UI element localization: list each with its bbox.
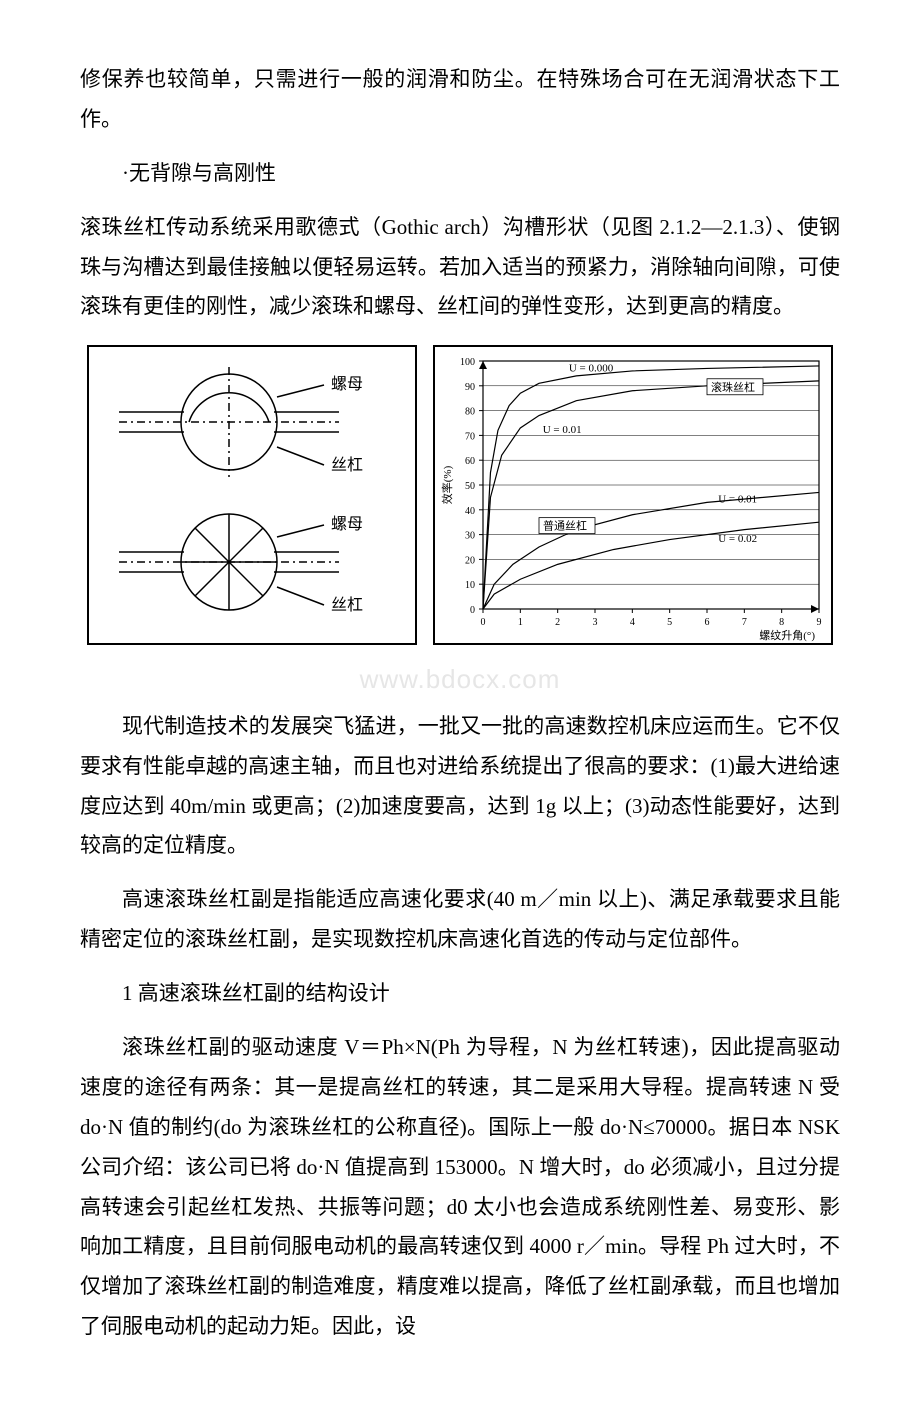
- svg-text:螺纹升角(°): 螺纹升角(°): [759, 628, 815, 642]
- svg-text:U = 0.000: U = 0.000: [569, 363, 614, 375]
- paragraph-drive-speed: 滚珠丝杠副的驱动速度 V＝Ph×N(Ph 为导程，N 为丝杠转速)，因此提高驱动…: [80, 1028, 840, 1347]
- paragraph-modern-manufacturing: 现代制造技术的发展突飞猛进，一批又一批的高速数控机床应运而生。它不仅要求有性能卓…: [80, 707, 840, 867]
- svg-text:U = 0.01: U = 0.01: [543, 424, 582, 436]
- paragraph-intro-continuation: 修保养也较简单，只需进行一般的润滑和防尘。在特殊场合可在无润滑状态下工作。: [80, 60, 840, 140]
- svg-text:10: 10: [465, 581, 475, 592]
- svg-text:60: 60: [465, 457, 475, 468]
- svg-text:2: 2: [555, 617, 560, 628]
- svg-text:0: 0: [481, 617, 486, 628]
- svg-text:8: 8: [779, 617, 784, 628]
- paragraph-high-speed-def: 高速滚珠丝杠副是指能适应高速化要求(40 m／min 以上)、满足承载要求且能精…: [80, 880, 840, 960]
- svg-text:20: 20: [465, 556, 475, 567]
- svg-text:9: 9: [817, 617, 822, 628]
- figures-container: 螺母 丝杠 螺母 丝杠: [80, 345, 840, 645]
- svg-text:3: 3: [593, 617, 598, 628]
- svg-text:80: 80: [465, 407, 475, 418]
- paragraph-gothic-arch: 滚珠丝杠传动系统采用歌德式（Gothic arch）沟槽形状（见图 2.1.2—…: [80, 208, 840, 328]
- svg-text:4: 4: [630, 617, 635, 628]
- label-top-screw: 丝杠: [331, 456, 363, 474]
- svg-text:90: 90: [465, 382, 475, 393]
- section-heading-no-backlash: ·无背隙与高刚性: [80, 154, 840, 194]
- svg-text:效率(%): 效率(%): [440, 466, 454, 505]
- svg-text:5: 5: [667, 617, 672, 628]
- svg-text:6: 6: [705, 617, 710, 628]
- figure-efficiency-chart: 0 10 20 30 40 50 60 70 80 90 100 0 1 2 3 4 5 6 7 8 9 U = 0.00…: [433, 345, 833, 645]
- svg-text:40: 40: [465, 506, 475, 517]
- figure-gothic-arch-diagram: 螺母 丝杠 螺母 丝杠: [87, 345, 417, 645]
- svg-text:U = 0.02: U = 0.02: [718, 533, 757, 545]
- label-bottom-nut: 螺母: [331, 515, 363, 533]
- svg-text:1: 1: [518, 617, 523, 628]
- label-top-nut: 螺母: [331, 375, 363, 393]
- svg-text:7: 7: [742, 617, 747, 628]
- watermark: www.bdocx.com: [80, 655, 840, 704]
- svg-text:普通丝杠: 普通丝杠: [543, 519, 587, 533]
- svg-text:30: 30: [465, 531, 475, 542]
- section-heading-structure-design: 1 高速滚珠丝杠副的结构设计: [80, 974, 840, 1014]
- svg-text:0: 0: [470, 605, 475, 616]
- svg-text:U = 0.01: U = 0.01: [718, 494, 757, 506]
- svg-text:50: 50: [465, 481, 475, 492]
- label-bottom-screw: 丝杠: [331, 596, 363, 614]
- svg-text:100: 100: [460, 357, 475, 368]
- svg-text:70: 70: [465, 432, 475, 443]
- svg-text:滚珠丝杠: 滚珠丝杠: [711, 380, 755, 394]
